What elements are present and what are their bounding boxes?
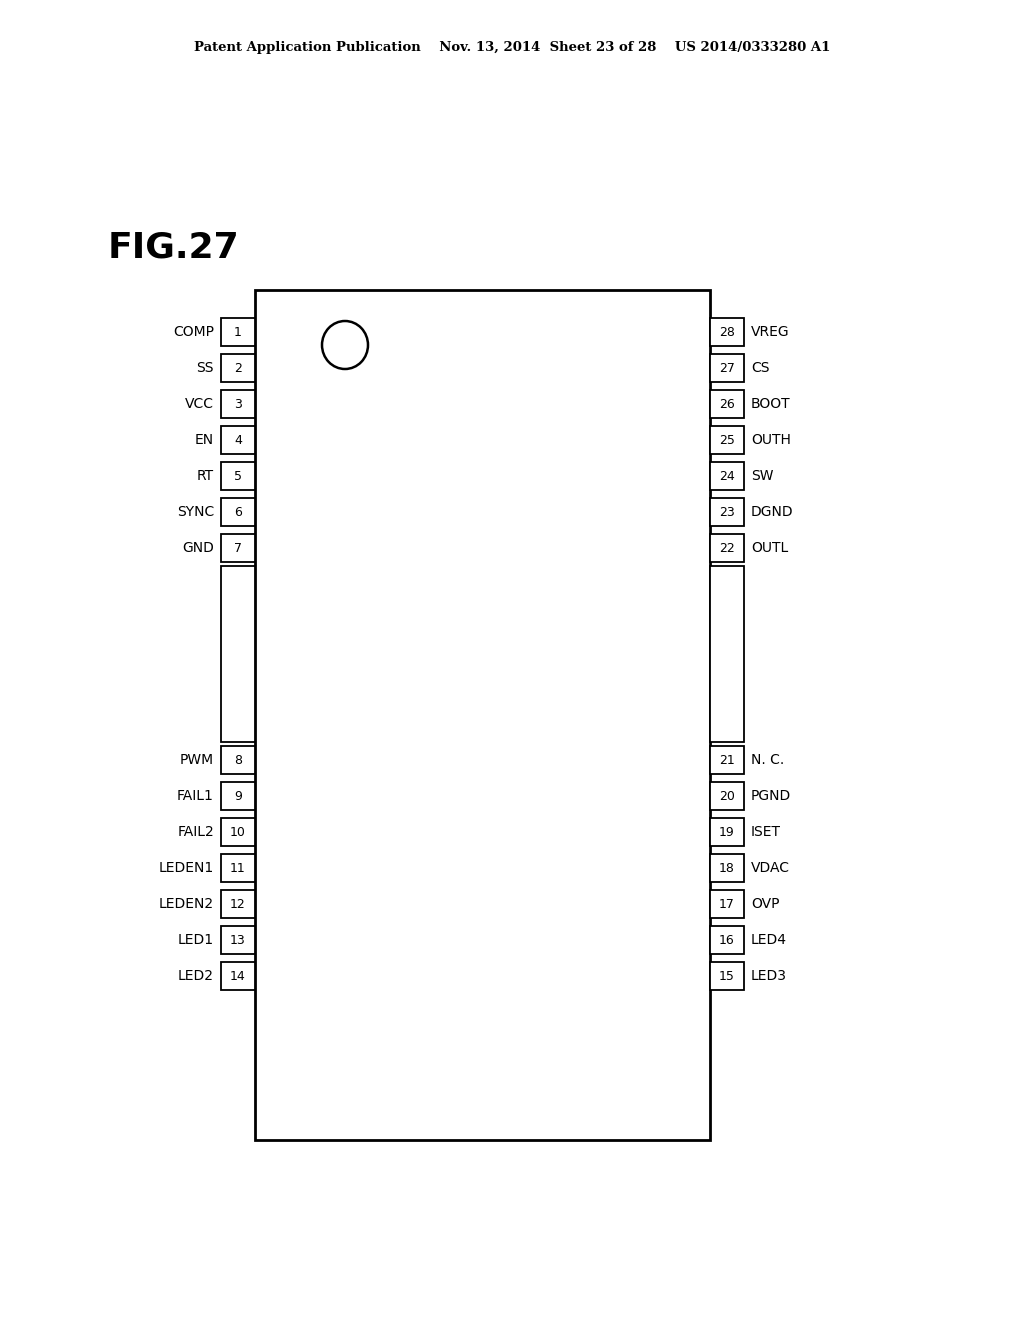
Text: 21: 21: [719, 754, 735, 767]
Text: 7: 7: [234, 541, 242, 554]
Text: 15: 15: [719, 969, 735, 982]
Bar: [255, 290, 710, 1140]
Text: 5: 5: [234, 470, 242, 483]
Text: LED3: LED3: [751, 969, 787, 983]
Bar: [221, 566, 255, 742]
Text: LED4: LED4: [751, 933, 787, 946]
Bar: [710, 535, 744, 562]
Bar: [221, 962, 255, 990]
Text: 1: 1: [234, 326, 242, 338]
Text: 26: 26: [719, 397, 735, 411]
Text: COMP: COMP: [173, 325, 214, 339]
Text: PGND: PGND: [751, 789, 792, 803]
Bar: [710, 781, 744, 810]
Text: 11: 11: [230, 862, 246, 874]
Text: EN: EN: [195, 433, 214, 447]
Text: 2: 2: [234, 362, 242, 375]
Text: VDAC: VDAC: [751, 861, 790, 875]
Text: 24: 24: [719, 470, 735, 483]
Bar: [710, 818, 744, 846]
Bar: [221, 462, 255, 490]
Bar: [221, 746, 255, 774]
Text: 19: 19: [719, 825, 735, 838]
Bar: [221, 927, 255, 954]
Text: LEDEN2: LEDEN2: [159, 898, 214, 911]
Text: VCC: VCC: [185, 397, 214, 411]
Text: LED2: LED2: [178, 969, 214, 983]
Text: 16: 16: [719, 933, 735, 946]
Text: 18: 18: [719, 862, 735, 874]
Text: PWM: PWM: [180, 752, 214, 767]
Text: GND: GND: [182, 541, 214, 554]
Text: 22: 22: [719, 541, 735, 554]
Text: BOOT: BOOT: [751, 397, 791, 411]
Text: 9: 9: [234, 789, 242, 803]
Text: 10: 10: [230, 825, 246, 838]
Text: VREG: VREG: [751, 325, 790, 339]
Bar: [221, 781, 255, 810]
Text: CS: CS: [751, 360, 769, 375]
Text: 25: 25: [719, 433, 735, 446]
Text: 3: 3: [234, 397, 242, 411]
Text: OUTH: OUTH: [751, 433, 791, 447]
Text: FIG.27: FIG.27: [108, 231, 240, 265]
Bar: [221, 818, 255, 846]
Text: OVP: OVP: [751, 898, 779, 911]
Text: 20: 20: [719, 789, 735, 803]
Bar: [710, 498, 744, 525]
Text: 23: 23: [719, 506, 735, 519]
Text: FAIL1: FAIL1: [177, 789, 214, 803]
Text: 13: 13: [230, 933, 246, 946]
Bar: [221, 854, 255, 882]
Text: 14: 14: [230, 969, 246, 982]
Bar: [221, 890, 255, 917]
Bar: [710, 746, 744, 774]
Text: 17: 17: [719, 898, 735, 911]
Text: 8: 8: [234, 754, 242, 767]
Text: LED1: LED1: [178, 933, 214, 946]
Text: 27: 27: [719, 362, 735, 375]
Text: N. C.: N. C.: [751, 752, 784, 767]
Bar: [221, 354, 255, 381]
Bar: [221, 535, 255, 562]
Text: OUTL: OUTL: [751, 541, 788, 554]
Bar: [221, 498, 255, 525]
Text: SW: SW: [751, 469, 773, 483]
Bar: [221, 318, 255, 346]
Bar: [710, 318, 744, 346]
Bar: [221, 426, 255, 454]
Text: 28: 28: [719, 326, 735, 338]
Bar: [710, 890, 744, 917]
Bar: [710, 462, 744, 490]
Bar: [710, 854, 744, 882]
Text: RT: RT: [197, 469, 214, 483]
Text: 6: 6: [234, 506, 242, 519]
Bar: [710, 962, 744, 990]
Bar: [710, 927, 744, 954]
Text: 12: 12: [230, 898, 246, 911]
Text: 4: 4: [234, 433, 242, 446]
Bar: [221, 389, 255, 418]
Text: DGND: DGND: [751, 506, 794, 519]
Text: FAIL2: FAIL2: [177, 825, 214, 840]
Text: Patent Application Publication    Nov. 13, 2014  Sheet 23 of 28    US 2014/03332: Patent Application Publication Nov. 13, …: [194, 41, 830, 54]
Bar: [710, 426, 744, 454]
Bar: [710, 566, 744, 742]
Text: SYNC: SYNC: [177, 506, 214, 519]
Text: ISET: ISET: [751, 825, 781, 840]
Ellipse shape: [322, 321, 368, 370]
Bar: [710, 354, 744, 381]
Bar: [710, 389, 744, 418]
Text: LEDEN1: LEDEN1: [159, 861, 214, 875]
Text: SS: SS: [197, 360, 214, 375]
